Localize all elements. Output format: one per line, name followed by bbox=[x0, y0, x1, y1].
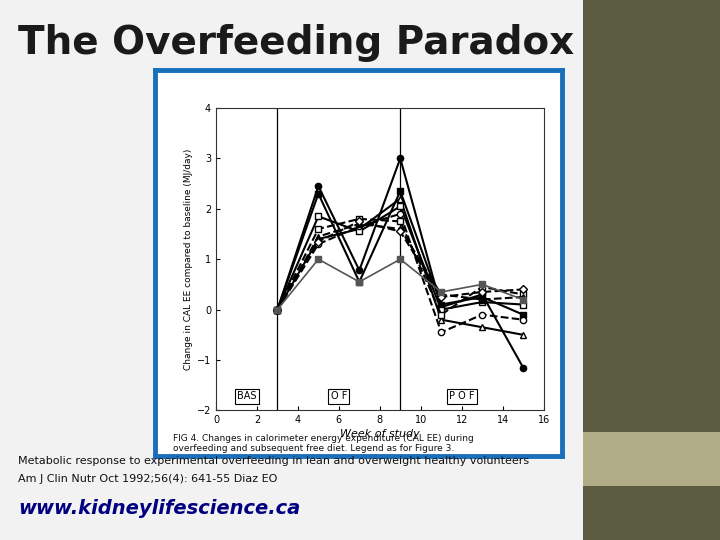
Text: P O F: P O F bbox=[449, 392, 474, 401]
Text: FIG 4. Changes in calorimeter energy expenditure (CAL EE) during: FIG 4. Changes in calorimeter energy exp… bbox=[173, 434, 474, 443]
Text: overfeeding and subsequent free diet. Legend as for Figure 3.: overfeeding and subsequent free diet. Le… bbox=[173, 444, 454, 453]
Text: Am J Clin Nutr Oct 1992;56(4): 641-55 Diaz EO: Am J Clin Nutr Oct 1992;56(4): 641-55 Di… bbox=[18, 474, 277, 484]
Text: O F: O F bbox=[330, 392, 347, 401]
Y-axis label: Change in CAL EE compared to baseline (MJ/day): Change in CAL EE compared to baseline (M… bbox=[184, 148, 192, 370]
Text: BAS: BAS bbox=[237, 392, 256, 401]
Text: The Overfeeding Paradox: The Overfeeding Paradox bbox=[18, 24, 575, 62]
Text: Metabolic response to experimental overfeeding in lean and overweight healthy vo: Metabolic response to experimental overf… bbox=[18, 456, 529, 467]
X-axis label: Week of study: Week of study bbox=[340, 429, 420, 440]
Text: www.kidneylifescience.ca: www.kidneylifescience.ca bbox=[18, 499, 300, 518]
